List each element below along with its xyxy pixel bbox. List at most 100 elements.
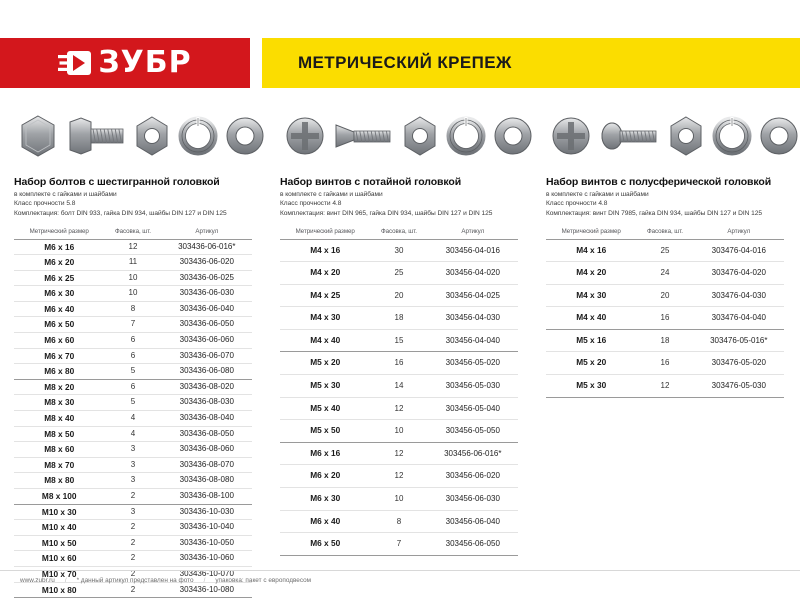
table-row: M6 x 20 12 303456-06-020 [280, 464, 518, 489]
product-columns: Набор болтов с шестигранной головкой в ко… [0, 98, 800, 599]
cell-article: 303456-04-020 [427, 261, 518, 285]
cell-article: 303436-10-030 [161, 504, 252, 521]
spec-table-1: Метрический размер Фасовка, шт. Артикул M6 … [14, 224, 252, 599]
cell-pack: 12 [636, 374, 694, 398]
pan-head-screw-icon [598, 112, 660, 160]
cell-article: 303436-08-020 [161, 379, 252, 396]
hex-nut-icon [132, 112, 172, 160]
column-header-pack: Фасовка, шт. [636, 224, 694, 240]
cell-article: 303436-06-025 [161, 270, 252, 287]
table-row: M6 x 80 5 303436-06-080 [14, 363, 252, 380]
cell-article: 303456-05-030 [427, 374, 518, 398]
cell-size: M8 x 50 [14, 426, 105, 443]
page-footer: www.zubr.ru / * данный артикул представл… [0, 570, 800, 584]
table-row: M5 x 30 12 303476-05-030 [546, 374, 784, 398]
table-row: M4 x 16 25 303476-04-016 [546, 239, 784, 263]
cell-article: 303436-10-040 [161, 519, 252, 536]
table-row: M8 x 80 3 303436-08-080 [14, 472, 252, 489]
cell-pack: 2 [104, 550, 162, 567]
product-column-1: Набор болтов с шестигранной головкой в ко… [0, 98, 266, 599]
table-row: M4 x 16 30 303456-04-016 [280, 239, 518, 263]
cell-pack: 16 [370, 351, 428, 376]
table-row: M6 x 25 10 303436-06-025 [14, 270, 252, 287]
flat-washer-icon [758, 112, 800, 160]
column-header-pack: Фасовка, шт. [104, 224, 162, 240]
cell-article: 303456-04-040 [427, 329, 518, 353]
table-row: M5 x 30 14 303456-05-030 [280, 374, 518, 398]
footer-separator-2: / [203, 577, 206, 584]
table-row: M8 x 40 4 303436-08-040 [14, 410, 252, 427]
cell-size: M5 x 40 [280, 397, 371, 421]
cell-pack: 5 [104, 363, 162, 380]
cell-article: 303436-08-100 [161, 488, 252, 505]
hex-head-top-icon [18, 112, 58, 160]
cell-pack: 3 [104, 504, 162, 521]
cell-size: M4 x 20 [280, 261, 371, 285]
product-column-3: Набор винтов с полусферической головкой в… [532, 98, 798, 598]
cell-pack: 3 [104, 472, 162, 489]
cell-size: M10 x 50 [14, 535, 105, 552]
table-row: M4 x 40 15 303456-04-040 [280, 329, 518, 353]
cell-article: 303436-10-080 [161, 582, 252, 599]
cell-size: M6 x 30 [14, 285, 105, 302]
footer-separator-1: / [64, 577, 67, 584]
cell-pack: 3 [104, 457, 162, 474]
cell-pack: 14 [370, 374, 428, 398]
table-row: M6 x 70 6 303436-06-070 [14, 348, 252, 365]
table-row: M5 x 40 12 303456-05-040 [280, 397, 518, 421]
spring-washer-icon [712, 112, 752, 160]
cell-pack: 6 [104, 348, 162, 365]
cell-pack: 7 [104, 316, 162, 334]
table-row: M10 x 80 2 303436-10-080 [14, 582, 252, 599]
cell-pack: 10 [370, 487, 428, 511]
cell-article: 303456-06-030 [427, 487, 518, 511]
product-photo-2 [280, 98, 532, 174]
cell-size: M6 x 50 [14, 316, 105, 334]
column-header-size: Метрический размер [546, 224, 637, 240]
footer-website[interactable]: www.zubr.ru [20, 577, 55, 584]
cell-pack: 18 [636, 329, 694, 353]
cell-pack: 30 [370, 239, 428, 263]
table-row: M4 x 40 16 303476-04-040 [546, 306, 784, 330]
cell-article: 303476-04-020 [693, 261, 784, 285]
cell-size: M5 x 30 [546, 374, 637, 398]
table-row: M6 x 40 8 303436-06-040 [14, 301, 252, 318]
table-row: M8 x 50 4 303436-08-050 [14, 426, 252, 443]
cell-pack: 25 [636, 239, 694, 263]
cell-pack: 4 [104, 426, 162, 443]
cell-article: 303476-04-030 [693, 284, 784, 308]
cell-pack: 7 [370, 532, 428, 556]
table-row: M4 x 20 24 303476-04-020 [546, 261, 784, 285]
cell-size: M4 x 40 [546, 306, 637, 330]
cell-size: M5 x 16 [546, 329, 637, 353]
product-strength-class: Класс прочности 4.8 [280, 200, 342, 207]
cell-article: 303476-05-016* [693, 329, 784, 353]
cell-article: 303436-10-050 [161, 535, 252, 552]
cell-pack: 12 [370, 442, 428, 466]
cell-size: M8 x 100 [14, 488, 105, 505]
cell-pack: 12 [370, 397, 428, 421]
cell-size: M10 x 60 [14, 550, 105, 567]
product-contents: Комплектация: винт DIN 965, гайка DIN 93… [280, 209, 493, 217]
cell-pack: 25 [370, 261, 428, 285]
product-subtitle: в комплекте с гайками и шайбами [14, 190, 117, 198]
table-row: M4 x 25 20 303456-04-025 [280, 284, 518, 308]
product-title: Набор винтов с полусферической головкой [546, 176, 772, 188]
column-header-article: Артикул [161, 224, 252, 240]
cell-pack: 15 [370, 329, 428, 353]
column-header-pack: Фасовка, шт. [370, 224, 428, 240]
cell-size: M6 x 70 [14, 348, 105, 365]
table-row: M5 x 20 16 303476-05-020 [546, 351, 784, 376]
cell-article: 303456-06-016* [427, 442, 518, 466]
cell-pack: 11 [104, 254, 162, 271]
cell-article: 303436-06-016* [161, 239, 252, 256]
cell-article: 303476-05-030 [693, 374, 784, 398]
table-row: M6 x 50 7 303456-06-050 [280, 532, 518, 556]
product-strength-class: Класс прочности 4.8 [546, 200, 608, 207]
product-column-2: Набор винтов с потайной головкой в компле… [266, 98, 532, 598]
cell-size: M6 x 60 [14, 332, 105, 349]
cell-article: 303456-04-030 [427, 306, 518, 330]
table-header-row: Метрический размер Фасовка, шт. Артикул [546, 224, 784, 240]
cell-size: M8 x 20 [14, 379, 105, 396]
